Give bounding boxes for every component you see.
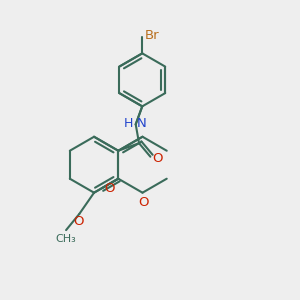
Text: N: N xyxy=(136,117,146,130)
Text: O: O xyxy=(74,215,84,228)
Text: O: O xyxy=(152,152,163,165)
Text: O: O xyxy=(138,196,148,208)
Text: CH₃: CH₃ xyxy=(56,234,76,244)
Text: H: H xyxy=(123,117,133,130)
Text: O: O xyxy=(104,182,114,195)
Text: Br: Br xyxy=(144,29,159,42)
